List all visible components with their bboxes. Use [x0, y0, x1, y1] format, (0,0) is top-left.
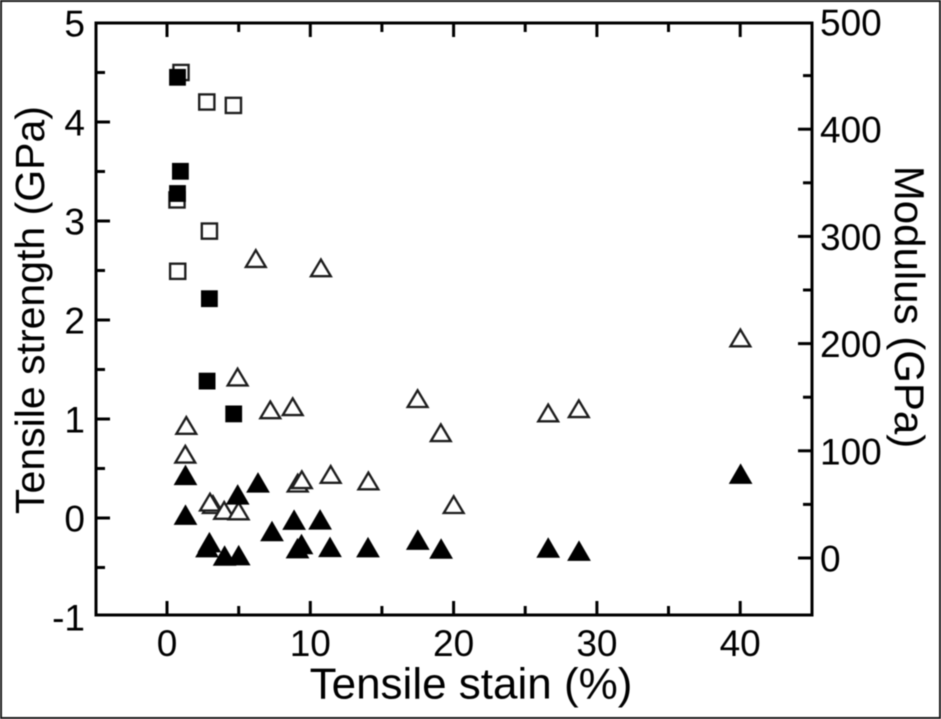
svg-text:Tensile strength (GPa): Tensile strength (GPa): [7, 106, 53, 514]
svg-text:Modulus (GPa): Modulus (GPa): [886, 166, 933, 448]
svg-text:300: 300: [820, 217, 882, 258]
svg-text:100: 100: [820, 431, 882, 472]
svg-text:200: 200: [820, 324, 882, 365]
svg-text:1: 1: [64, 400, 85, 441]
svg-text:30: 30: [576, 623, 617, 664]
svg-text:0: 0: [157, 623, 178, 664]
svg-text:0: 0: [64, 499, 85, 540]
svg-text:40: 40: [720, 623, 761, 664]
svg-text:20: 20: [433, 623, 474, 664]
svg-text:2: 2: [64, 301, 85, 342]
svg-text:0: 0: [820, 539, 841, 580]
svg-text:-1: -1: [52, 598, 85, 639]
svg-text:Tensile stain (%): Tensile stain (%): [310, 660, 633, 709]
svg-text:500: 500: [820, 3, 882, 44]
svg-text:10: 10: [290, 623, 331, 664]
svg-text:4: 4: [64, 103, 85, 144]
svg-text:5: 5: [64, 4, 85, 45]
svg-text:400: 400: [820, 110, 882, 151]
svg-text:3: 3: [64, 202, 85, 243]
